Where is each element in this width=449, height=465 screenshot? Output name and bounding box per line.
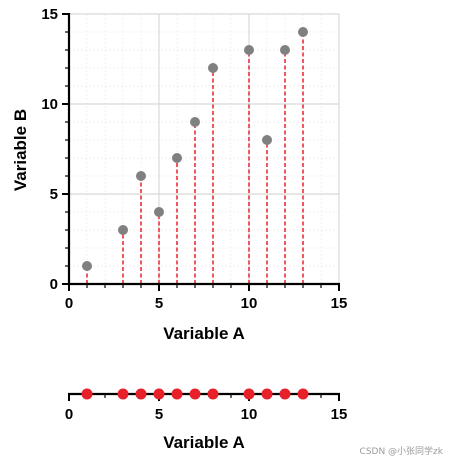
data-point [262, 135, 272, 145]
main-x-tick-label: 5 [155, 295, 163, 312]
strip-point [261, 388, 273, 400]
strip-point [81, 388, 93, 400]
data-point [190, 117, 200, 127]
data-point [154, 207, 164, 217]
data-point [172, 153, 182, 163]
watermark: CSDN @小张同学zk [359, 447, 443, 457]
data-point [298, 27, 308, 37]
strip-point [297, 388, 309, 400]
main-points [82, 27, 308, 271]
main-y-axis-title: Variable B [11, 109, 30, 191]
main-axes [62, 13, 340, 291]
main-y-tick-labels: 0 5 10 15 [41, 6, 58, 293]
strip-plot: 0 5 10 15 Variable A [65, 388, 348, 452]
main-lollipop-plot: 0 5 10 15 0 5 10 15 Variable A Variable B [11, 6, 347, 343]
strip-x-tick-label: 15 [331, 406, 348, 423]
strip-point [117, 388, 129, 400]
main-y-tick-label: 15 [41, 6, 58, 23]
strip-point [207, 388, 219, 400]
strip-x-tick-label: 0 [65, 406, 73, 423]
main-y-tick-label: 10 [41, 96, 58, 113]
main-grid [68, 13, 340, 285]
main-x-tick-label: 10 [241, 295, 258, 312]
data-point [82, 261, 92, 271]
main-x-tick-label: 0 [65, 295, 73, 312]
strip-point [189, 388, 201, 400]
strip-point [171, 388, 183, 400]
strip-point [243, 388, 255, 400]
data-point [280, 45, 290, 55]
strip-x-axis-title: Variable A [163, 433, 245, 452]
data-point [244, 45, 254, 55]
main-x-axis-title: Variable A [163, 324, 245, 343]
data-point [208, 63, 218, 73]
strip-point [153, 388, 165, 400]
strip-x-tick-labels: 0 5 10 15 [65, 406, 348, 423]
main-x-tick-labels: 0 5 10 15 [65, 295, 348, 312]
strip-point [279, 388, 291, 400]
data-point [118, 225, 128, 235]
main-y-tick-label: 0 [50, 276, 58, 293]
main-x-tick-label: 15 [331, 295, 348, 312]
main-y-tick-label: 5 [50, 186, 58, 203]
strip-point [135, 388, 147, 400]
strip-x-tick-label: 10 [241, 406, 258, 423]
strip-x-tick-label: 5 [155, 406, 163, 423]
strip-points [81, 388, 309, 400]
main-stems [86, 32, 304, 284]
data-point [136, 171, 146, 181]
